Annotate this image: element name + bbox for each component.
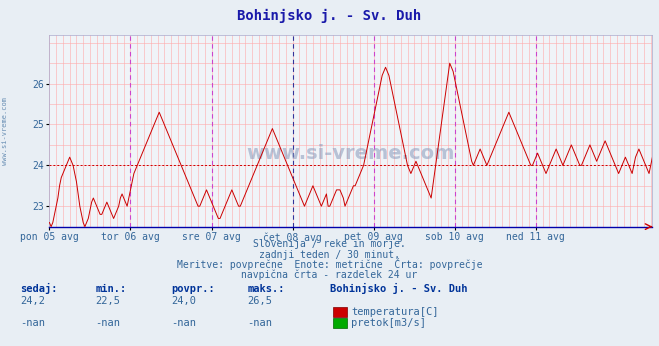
Text: Meritve: povprečne  Enote: metrične  Črta: povprečje: Meritve: povprečne Enote: metrične Črta:…	[177, 258, 482, 270]
Text: povpr.:: povpr.:	[171, 284, 215, 294]
Text: -nan: -nan	[247, 318, 272, 328]
Text: 26,5: 26,5	[247, 296, 272, 306]
Text: Bohinjsko j. - Sv. Duh: Bohinjsko j. - Sv. Duh	[237, 9, 422, 22]
Text: min.:: min.:	[96, 284, 127, 294]
Text: pretok[m3/s]: pretok[m3/s]	[351, 318, 426, 328]
Text: zadnji teden / 30 minut.: zadnji teden / 30 minut.	[259, 250, 400, 260]
Text: sedaj:: sedaj:	[20, 283, 57, 294]
Text: -nan: -nan	[96, 318, 121, 328]
Text: -nan: -nan	[171, 318, 196, 328]
Text: www.si-vreme.com: www.si-vreme.com	[2, 98, 9, 165]
Text: Slovenija / reke in morje.: Slovenija / reke in morje.	[253, 239, 406, 249]
Text: temperatura[C]: temperatura[C]	[351, 307, 439, 317]
Text: www.si-vreme.com: www.si-vreme.com	[246, 144, 455, 163]
Text: -nan: -nan	[20, 318, 45, 328]
Text: 24,2: 24,2	[20, 296, 45, 306]
Text: Bohinjsko j. - Sv. Duh: Bohinjsko j. - Sv. Duh	[330, 283, 467, 294]
Text: navpična črta - razdelek 24 ur: navpična črta - razdelek 24 ur	[241, 269, 418, 280]
Text: maks.:: maks.:	[247, 284, 285, 294]
Text: 22,5: 22,5	[96, 296, 121, 306]
Text: 24,0: 24,0	[171, 296, 196, 306]
